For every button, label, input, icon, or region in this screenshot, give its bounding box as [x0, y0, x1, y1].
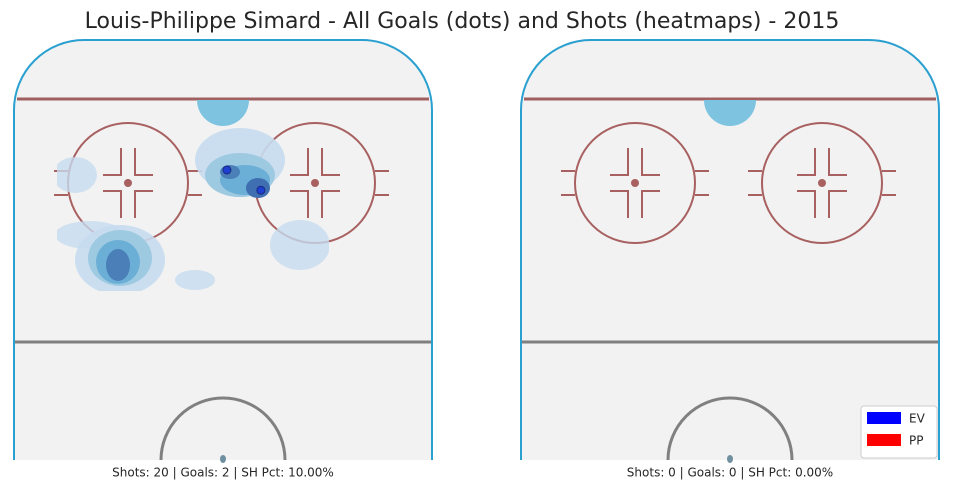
goal-dot — [256, 185, 266, 195]
hash-mark — [134, 148, 153, 176]
caption: Shots: 0 | Goals: 0 | SH Pct: 0.00% — [627, 466, 833, 480]
goal-dot — [222, 165, 232, 175]
center-dot — [220, 455, 226, 463]
faceoff-circle — [574, 122, 696, 244]
goal-crease — [197, 100, 249, 126]
faceoff-dot — [311, 179, 319, 187]
hash-mark — [134, 190, 153, 218]
legend-swatch — [867, 412, 901, 424]
center-circle — [159, 396, 287, 461]
chart-title: Louis-Philippe Simard - All Goals (dots)… — [85, 9, 840, 34]
caption: Shots: 20 | Goals: 2 | SH Pct: 10.00% — [112, 466, 334, 480]
faceoff-dot — [818, 179, 826, 187]
hash-mark — [290, 190, 309, 218]
hash-mark — [321, 148, 340, 176]
legend-label: EV — [909, 412, 926, 426]
hash-mark — [103, 190, 122, 218]
rink-boards — [520, 39, 940, 460]
hash-mark — [641, 148, 660, 176]
hash-mark — [290, 148, 309, 176]
hash-mark — [610, 148, 629, 176]
faceoff-circle — [761, 122, 883, 244]
hash-mark — [828, 148, 847, 176]
goal-crease — [704, 100, 756, 126]
legend-label: PP — [909, 434, 923, 448]
rink-boards — [13, 39, 433, 460]
rinks — [13, 39, 940, 463]
hash-mark — [103, 148, 122, 176]
faceoff-dot — [124, 179, 132, 187]
hash-mark — [641, 190, 660, 218]
faceoff-dot — [631, 179, 639, 187]
center-dot — [727, 455, 733, 463]
legend-swatch — [867, 434, 901, 446]
hash-mark — [321, 190, 340, 218]
hash-mark — [610, 190, 629, 218]
hash-mark — [797, 148, 816, 176]
center-circle — [666, 396, 794, 461]
hash-mark — [828, 190, 847, 218]
hash-mark — [797, 190, 816, 218]
marks — [222, 165, 266, 195]
